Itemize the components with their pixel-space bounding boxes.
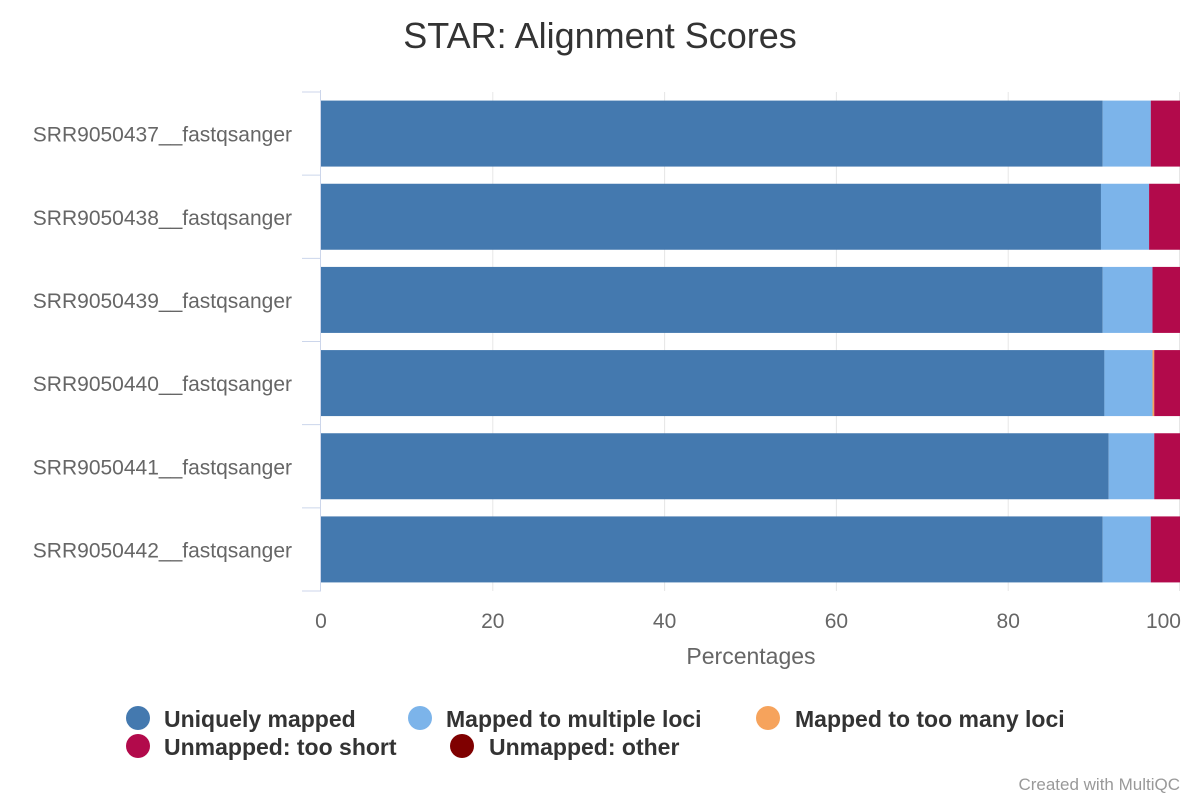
x-tick-label: 100	[1146, 610, 1181, 633]
x-tick-labels: 0 20 40 60 80 100	[315, 610, 1181, 633]
bar-segment[interactable]	[321, 350, 1105, 417]
legend-item[interactable]: Unmapped: other	[450, 734, 679, 760]
x-tick-label: 40	[653, 610, 676, 633]
bar-segment[interactable]	[1108, 433, 1155, 500]
x-axis-title: Percentages	[686, 643, 815, 669]
category-labels: SRR9050437__fastqsanger SRR9050438__fastq…	[33, 124, 292, 563]
legend-item[interactable]: Mapped to multiple loci	[408, 706, 702, 732]
legend-item[interactable]: Mapped to too many loci	[756, 706, 1065, 732]
legend-marker	[126, 734, 150, 758]
category-label: SRR9050439__fastqsanger	[33, 290, 292, 313]
bar-segment[interactable]	[1100, 183, 1150, 250]
legend-marker	[450, 734, 474, 758]
legend-label: Mapped to too many loci	[795, 706, 1065, 732]
x-tick-label: 0	[315, 610, 327, 633]
bar-segment[interactable]	[321, 433, 1109, 500]
bar-segment[interactable]	[1102, 516, 1151, 583]
x-tick-label: 60	[825, 610, 848, 633]
bars	[321, 100, 1180, 583]
bar-segment[interactable]	[1154, 433, 1180, 500]
legend-marker	[126, 706, 150, 730]
bar-segment[interactable]	[1104, 350, 1153, 417]
axes	[302, 90, 321, 592]
category-label: SRR9050442__fastqsanger	[33, 539, 292, 562]
legend-label: Mapped to multiple loci	[446, 706, 702, 732]
category-label: SRR9050437__fastqsanger	[33, 124, 292, 147]
bar-segment[interactable]	[1149, 183, 1180, 250]
bar-segment[interactable]	[321, 183, 1101, 250]
bar-segment[interactable]	[1152, 350, 1155, 417]
grid-lines	[492, 92, 1180, 591]
bar-segment[interactable]	[321, 266, 1103, 333]
bar-segment[interactable]	[1154, 350, 1180, 417]
credit-text: Created with MultiQC	[1018, 775, 1180, 794]
category-label: SRR9050441__fastqsanger	[33, 456, 292, 479]
x-tick-label: 80	[997, 610, 1020, 633]
category-label: SRR9050438__fastqsanger	[33, 207, 292, 230]
legend-marker	[408, 706, 432, 730]
bar-segment[interactable]	[1102, 100, 1151, 167]
legend-label: Unmapped: too short	[164, 734, 397, 760]
bar-segment[interactable]	[1150, 516, 1180, 583]
bar-segment[interactable]	[321, 516, 1103, 583]
legend-label: Unmapped: other	[489, 734, 679, 760]
legend-item[interactable]: Uniquely mapped	[126, 706, 356, 732]
bar-segment[interactable]	[1150, 100, 1180, 167]
category-label: SRR9050440__fastqsanger	[33, 373, 292, 396]
legend-marker	[756, 706, 780, 730]
legend-item[interactable]: Unmapped: too short	[126, 734, 397, 760]
x-tick-label: 20	[481, 610, 504, 633]
legend-label: Uniquely mapped	[164, 706, 356, 732]
legend: Uniquely mapped Mapped to multiple loci Ma…	[126, 706, 1065, 760]
bar-segment[interactable]	[1152, 266, 1180, 333]
chart-title: STAR: Alignment Scores	[403, 15, 797, 56]
bar-segment[interactable]	[1102, 266, 1153, 333]
bar-segment[interactable]	[321, 100, 1103, 167]
